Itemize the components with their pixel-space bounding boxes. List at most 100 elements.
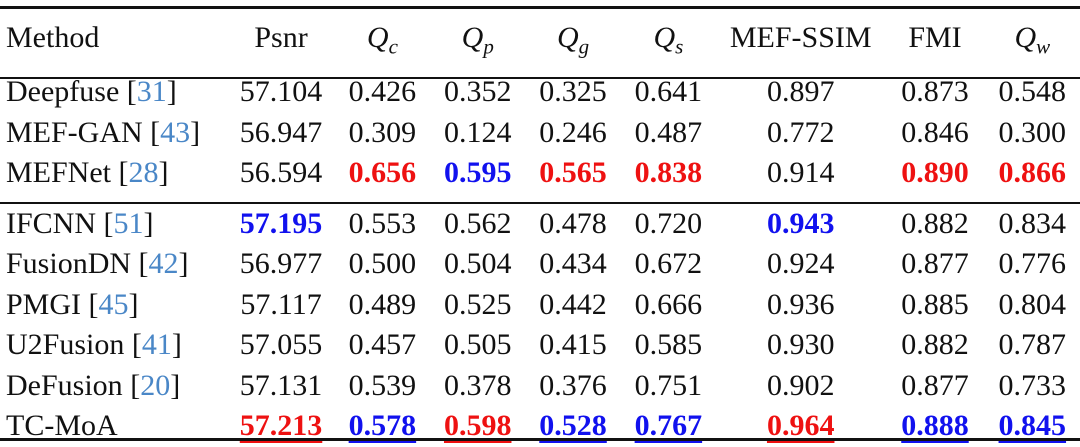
table-body-group-2: IFCNN [51] 57.195 0.553 0.562 0.478 0.720 0.94… <box>0 204 1080 447</box>
value-qw: 0.845 <box>998 409 1067 443</box>
value-qp: 0.525 <box>443 287 512 321</box>
value-cell-psnr: 57.195 <box>227 204 334 245</box>
value-qg: 0.565 <box>539 156 607 190</box>
value-qs: 0.720 <box>634 206 703 240</box>
table-body-group-1: Deepfuse [31] 57.104 0.426 0.352 0.325 0.641 0… <box>0 72 1080 194</box>
value-psnr: 56.947 <box>239 115 323 149</box>
method-name: MEF-GAN <box>6 115 143 149</box>
value-cell-qp: 0.505 <box>430 325 525 366</box>
value-cell-fmi: 0.885 <box>885 285 984 326</box>
table-row: DeFusion [20] 57.131 0.539 0.378 0.376 0.751 0… <box>0 366 1080 407</box>
value-qs: 0.641 <box>634 75 703 109</box>
value-cell-mefssim: 0.897 <box>716 72 885 113</box>
value-cell-mefssim: 0.964 <box>716 406 885 447</box>
value-cell-qp: 0.352 <box>430 72 525 113</box>
value-cell-fmi: 0.882 <box>885 325 984 366</box>
header-qc: Qc <box>366 21 398 59</box>
value-qg: 0.528 <box>539 409 607 443</box>
value-qp: 0.352 <box>443 75 512 109</box>
value-cell-fmi: 0.877 <box>885 366 984 407</box>
value-cell-qg: 0.325 <box>525 72 620 113</box>
value-cell-psnr: 57.055 <box>227 325 334 366</box>
header-method: Method <box>6 21 100 54</box>
value-mefssim: 0.924 <box>766 247 835 281</box>
value-cell-qs: 0.751 <box>621 366 716 407</box>
value-fmi: 0.877 <box>901 247 969 281</box>
value-qs: 0.838 <box>634 156 703 190</box>
value-cell-mefssim: 0.936 <box>716 285 885 326</box>
value-cell-qg: 0.415 <box>525 325 620 366</box>
citation-link[interactable]: 41 <box>141 328 172 362</box>
value-fmi: 0.877 <box>901 368 969 402</box>
value-cell-qs: 0.767 <box>621 406 716 447</box>
method-name: Deepfuse <box>6 75 120 109</box>
value-qc: 0.426 <box>348 75 417 109</box>
value-qw: 0.733 <box>998 368 1067 402</box>
table-row: Deepfuse [31] 57.104 0.426 0.352 0.325 0.641 0… <box>0 72 1080 113</box>
group-spacer <box>0 194 1080 204</box>
value-cell-qs: 0.585 <box>621 325 716 366</box>
value-qp: 0.504 <box>443 247 512 281</box>
value-qw: 0.300 <box>998 115 1067 149</box>
value-qg: 0.442 <box>539 287 607 321</box>
value-cell-qp: 0.504 <box>430 244 525 285</box>
value-mefssim: 0.772 <box>766 115 835 149</box>
value-cell-qs: 0.487 <box>621 113 716 154</box>
value-cell-qc: 0.489 <box>335 285 430 326</box>
citation-link[interactable]: 51 <box>113 206 144 240</box>
table-row: FusionDN [42] 56.977 0.500 0.504 0.434 0.672 0… <box>0 244 1080 285</box>
value-cell-mefssim: 0.943 <box>716 204 885 245</box>
value-qc: 0.489 <box>348 287 417 321</box>
value-cell-psnr: 56.947 <box>227 113 334 154</box>
citation-link[interactable]: 28 <box>128 156 159 190</box>
value-qc: 0.553 <box>348 206 417 240</box>
value-cell-qw: 0.845 <box>985 406 1080 447</box>
value-qs: 0.585 <box>634 328 703 362</box>
method-name-cell: U2Fusion [41] <box>6 328 182 362</box>
value-psnr: 57.213 <box>239 409 323 443</box>
citation-link[interactable]: 42 <box>148 247 179 281</box>
value-fmi: 0.873 <box>901 75 969 109</box>
value-qg: 0.325 <box>539 75 607 109</box>
header-qw: Qw <box>1014 21 1051 59</box>
citation-link[interactable]: 45 <box>98 287 129 321</box>
value-cell-mefssim: 0.902 <box>716 366 885 407</box>
table-row: U2Fusion [41] 57.055 0.457 0.505 0.415 0.585 0… <box>0 325 1080 366</box>
value-cell-qs: 0.666 <box>621 285 716 326</box>
citation-link[interactable]: 31 <box>136 75 167 109</box>
value-fmi: 0.882 <box>901 328 969 362</box>
value-psnr: 57.104 <box>239 75 323 109</box>
value-cell-qw: 0.300 <box>985 113 1080 154</box>
value-cell-qp: 0.124 <box>430 113 525 154</box>
value-cell-psnr: 57.104 <box>227 72 334 113</box>
value-cell-fmi: 0.873 <box>885 72 984 113</box>
value-cell-fmi: 0.877 <box>885 244 984 285</box>
citation-link[interactable]: 20 <box>140 368 171 402</box>
value-mefssim: 0.902 <box>766 368 835 402</box>
method-name: MEFNet <box>6 156 111 190</box>
value-cell-qp: 0.562 <box>430 204 525 245</box>
citation-link[interactable]: 43 <box>160 115 191 149</box>
table-row: PMGI [45] 57.117 0.489 0.525 0.442 0.666 0.936… <box>0 285 1080 326</box>
value-qc: 0.500 <box>348 247 417 281</box>
value-cell-psnr: 57.213 <box>227 406 334 447</box>
group-separator-rule <box>0 202 1080 204</box>
value-cell-qc: 0.309 <box>335 113 430 154</box>
value-qc: 0.457 <box>348 328 417 362</box>
value-cell-qg: 0.376 <box>525 366 620 407</box>
value-fmi: 0.846 <box>901 115 969 149</box>
value-psnr: 56.594 <box>239 156 323 190</box>
method-name: PMGI <box>6 287 82 321</box>
value-qg: 0.415 <box>539 328 607 362</box>
header-fmi: FMI <box>908 21 962 54</box>
header-psnr: Psnr <box>254 21 308 54</box>
value-cell-qw: 0.866 <box>985 153 1080 194</box>
value-cell-qw: 0.548 <box>985 72 1080 113</box>
value-qp: 0.124 <box>443 115 512 149</box>
value-qc: 0.656 <box>348 156 417 190</box>
header-qp: Qp <box>461 21 494 59</box>
method-name-cell: FusionDN [42] <box>6 247 189 281</box>
value-qw: 0.834 <box>998 206 1067 240</box>
method-name: U2Fusion <box>6 328 125 362</box>
method-name: TC-MoA <box>6 409 118 443</box>
